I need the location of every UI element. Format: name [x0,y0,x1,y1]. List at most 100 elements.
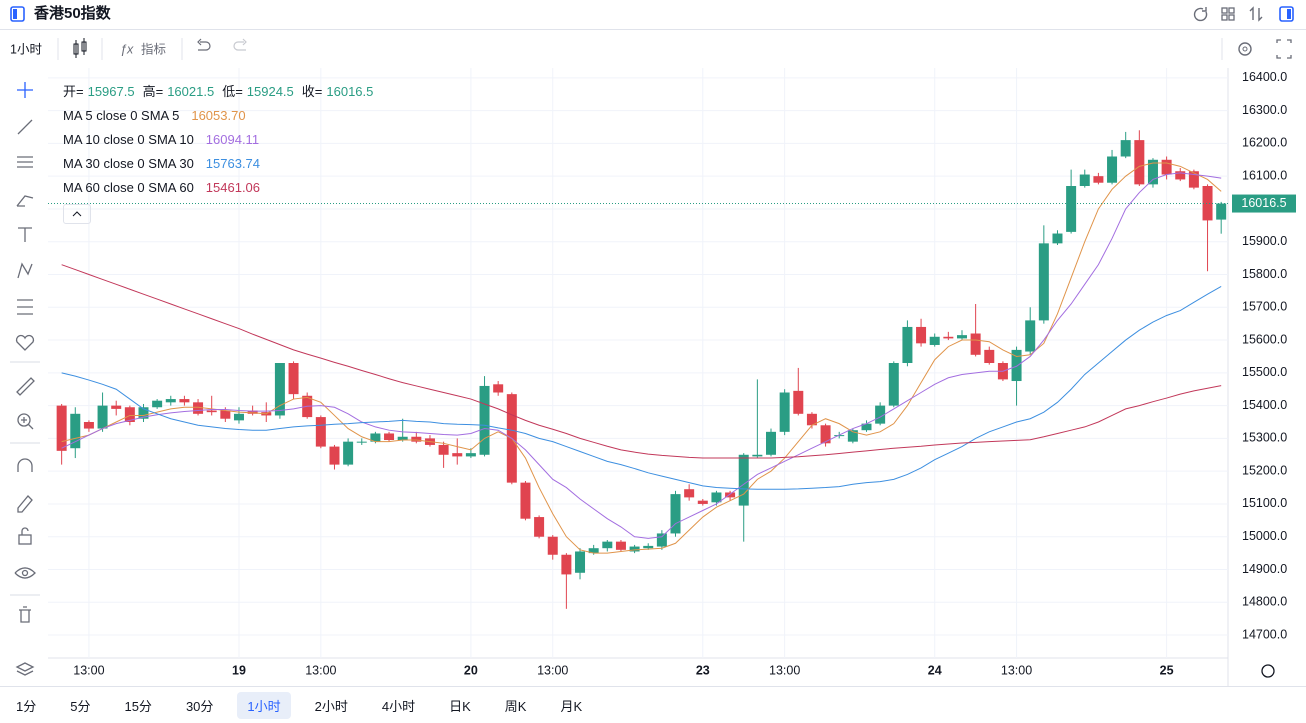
delete-tool[interactable] [19,606,31,623]
y-tick-label: 16400.0 [1242,70,1287,84]
x-tick-label: 25 [1160,663,1174,677]
ma-name: MA 10 close 0 SMA 10 [63,132,194,147]
interval-button[interactable]: 月K [560,698,583,714]
y-tick-label: 15100.0 [1242,496,1287,510]
interval-button[interactable]: 5分 [70,698,91,714]
ma-legend-row: MA 5 close 0 SMA 5 16053.70 [63,104,377,128]
candle-body [916,326,927,344]
y-tick-label: 14900.0 [1242,562,1287,576]
x-tick-label: 23 [696,663,710,677]
candle-body [1066,186,1077,232]
candle-body [1202,186,1213,221]
candle-type-icon[interactable] [73,38,87,58]
zoom-tool[interactable] [17,413,31,427]
interval-button[interactable]: 周K [504,698,527,714]
ohlc-label: 低= [222,84,243,99]
y-tick-label: 15700.0 [1242,300,1287,314]
candle-body [656,533,667,547]
crosshair-tool[interactable] [17,82,33,98]
interval-button[interactable]: 30分 [185,698,214,714]
candle-body [56,405,67,451]
candle-body [452,453,463,457]
magnet-tool[interactable] [17,458,33,472]
measure-tool[interactable] [17,299,33,315]
panel-right-icon[interactable] [1279,6,1294,22]
title: 香港50指数 [34,4,112,22]
candle-body [83,422,94,429]
interval-button[interactable]: 15分 [124,698,152,714]
candle-body [697,500,708,504]
ohlc-value: 15967.5 [87,84,135,99]
candle-body [847,430,858,442]
ohlc-value: 15924.5 [246,84,294,99]
indicators-button[interactable]: 指标 [141,41,166,56]
candle-body [1079,174,1090,186]
undo-icon[interactable] [197,38,211,51]
candle-body [247,410,258,414]
visibility-tool[interactable] [14,567,36,579]
candle-body [1147,159,1158,185]
ruler-tool[interactable] [16,377,35,396]
candle-body [1052,233,1063,244]
candle-body [943,336,954,339]
interval-button[interactable]: 日K [449,698,471,714]
candle-body [1038,243,1049,321]
line-tool[interactable] [17,119,33,135]
interval-button[interactable]: 4小时 [381,698,416,714]
panel-icon[interactable] [10,6,25,22]
ma-value: 16094.11 [205,132,260,147]
interval-bar: 1分 5分 15分 30分 1小时 2小时 4小时 日K 周K 月K [0,686,1306,723]
lock-draw-tool[interactable] [17,495,33,513]
candle-body [725,492,736,498]
candle-body [1120,140,1131,157]
x-tick-label: 13:00 [769,663,800,677]
interval-button[interactable]: 2小时 [314,698,348,714]
y-tick-label: 15500.0 [1242,365,1287,379]
text-tool[interactable] [18,227,32,242]
layout-icon[interactable] [1221,7,1235,21]
collapse-button[interactable] [63,204,91,224]
candle-body [438,444,449,455]
fullscreen-icon[interactable] [1276,39,1292,59]
candle-body [1175,171,1186,180]
candle-body [820,425,831,444]
candle-body [1107,156,1118,183]
candle-body [875,405,886,424]
sort-icon[interactable] [1249,6,1263,22]
candle-body [888,363,899,406]
refresh-icon[interactable] [1193,7,1208,22]
ohlc-value: 16021.5 [167,84,215,99]
candle-body [615,541,626,550]
candle-body [165,399,176,403]
candle-body [561,554,572,575]
interval-button[interactable]: 1分 [16,698,37,714]
fib-tool[interactable] [17,156,33,168]
xabcd-tool[interactable] [17,262,33,279]
candle-body [152,400,163,408]
settings-icon[interactable] [1238,42,1252,56]
candle-body [329,446,340,465]
fx-icon[interactable]: ƒx [120,42,134,56]
ma-line [61,264,1222,459]
favorite-tool[interactable] [15,334,35,351]
ma-name: MA 60 close 0 SMA 60 [63,180,194,195]
ohlc-label: 高= [142,84,164,99]
axis-settings[interactable] [1261,664,1275,678]
redo-icon[interactable] [233,38,247,51]
interval-button[interactable]: 1小时 [10,42,42,56]
lock-tool[interactable] [18,534,32,545]
y-tick-label: 15400.0 [1242,398,1287,412]
interval-button[interactable]: 1小时 [237,691,291,719]
pattern-tool[interactable] [16,195,34,207]
layers-tool[interactable] [15,662,35,676]
candle-body [206,410,217,413]
header-icons: 香港50指数 [10,4,1294,22]
x-tick-label: 13:00 [73,663,104,677]
candle-body [1093,176,1104,183]
ma-value: 15461.06 [205,180,261,195]
candle-body [274,363,285,416]
legend: 开= 15967.5 高= 16021.5 低= 15924.5 收= 16016.5 MA 5… [63,80,377,224]
candle-body [233,413,244,421]
y-tick-label: 15600.0 [1242,332,1287,346]
